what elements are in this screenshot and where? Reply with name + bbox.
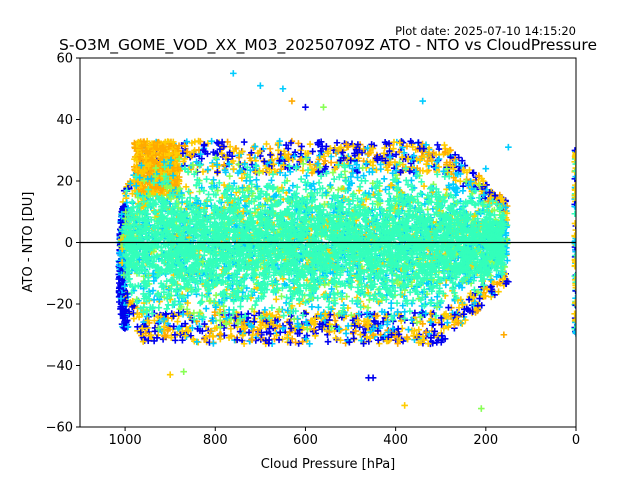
data-point (435, 145, 443, 153)
data-point (306, 140, 314, 148)
data-point (455, 154, 463, 161)
data-point (250, 318, 258, 325)
data-point (415, 139, 422, 146)
data-point (308, 303, 316, 311)
data-point (188, 139, 196, 147)
data-point (174, 325, 182, 333)
data-point (356, 323, 363, 331)
data-point (174, 318, 181, 325)
data-point (342, 330, 350, 337)
data-point (187, 332, 195, 340)
data-point (209, 162, 216, 170)
data-point (386, 147, 393, 155)
data-point (183, 148, 191, 155)
data-point (245, 329, 253, 336)
data-point (327, 159, 335, 166)
data-point (204, 140, 212, 147)
data-point (423, 168, 431, 175)
data-point (327, 181, 334, 189)
data-point (202, 305, 210, 312)
data-point (463, 169, 471, 176)
data-point (215, 140, 222, 147)
data-point (323, 143, 330, 150)
data-point (390, 138, 398, 146)
data-point (218, 149, 226, 157)
data-point (355, 187, 363, 194)
data-point (387, 304, 395, 312)
data-point (179, 336, 186, 344)
data-point (380, 175, 388, 183)
data-point (434, 157, 442, 164)
data-point (280, 161, 287, 169)
chart-title: S-O3M_GOME_VOD_XX_M03_20250709Z ATO - NT… (59, 36, 597, 55)
data-point (441, 141, 448, 149)
data-point (235, 161, 242, 168)
data-point (434, 336, 442, 344)
data-point (495, 288, 502, 295)
data-point (375, 340, 383, 347)
data-point (275, 147, 282, 154)
data-point (444, 319, 451, 326)
data-point (289, 182, 297, 189)
data-point (210, 176, 217, 184)
data-point (160, 327, 168, 334)
data-point (400, 149, 408, 157)
data-point (214, 168, 221, 176)
data-point (364, 150, 372, 157)
data-point (363, 333, 371, 341)
data-point (350, 335, 358, 342)
data-point (193, 338, 201, 346)
data-point (237, 303, 244, 310)
data-point (183, 333, 190, 341)
data-point (253, 176, 260, 184)
data-point (365, 338, 373, 345)
data-point (227, 325, 235, 332)
data-point (189, 324, 196, 332)
data-point (456, 177, 464, 185)
data-point (405, 326, 412, 333)
data-point (226, 172, 233, 180)
data-point (440, 325, 448, 332)
data-point (258, 331, 265, 339)
data-point (370, 317, 378, 325)
plot-date-label: Plot date: 2025-07-10 14:15:20 (395, 24, 576, 38)
data-point (403, 142, 411, 150)
data-point (273, 331, 281, 339)
data-point (277, 166, 285, 173)
data-point (266, 145, 274, 153)
data-point (287, 325, 295, 332)
data-point (354, 141, 362, 148)
scatter-points (115, 70, 576, 412)
data-point (406, 167, 414, 175)
data-point (317, 147, 324, 155)
data-point (394, 332, 402, 340)
data-point (359, 164, 366, 172)
data-point (311, 332, 319, 340)
data-point (315, 303, 322, 311)
data-point (445, 323, 452, 331)
data-point (230, 165, 237, 173)
data-point (210, 340, 217, 347)
data-point (140, 318, 148, 326)
data-point (354, 174, 361, 181)
data-point (459, 187, 467, 195)
data-point (306, 340, 313, 348)
data-point (302, 335, 310, 343)
data-point (364, 304, 372, 312)
data-point (216, 331, 224, 339)
data-point (263, 140, 270, 148)
data-point (434, 141, 441, 149)
data-point (212, 292, 220, 299)
data-point (331, 317, 339, 324)
data-point (324, 338, 332, 345)
data-point (240, 138, 248, 146)
